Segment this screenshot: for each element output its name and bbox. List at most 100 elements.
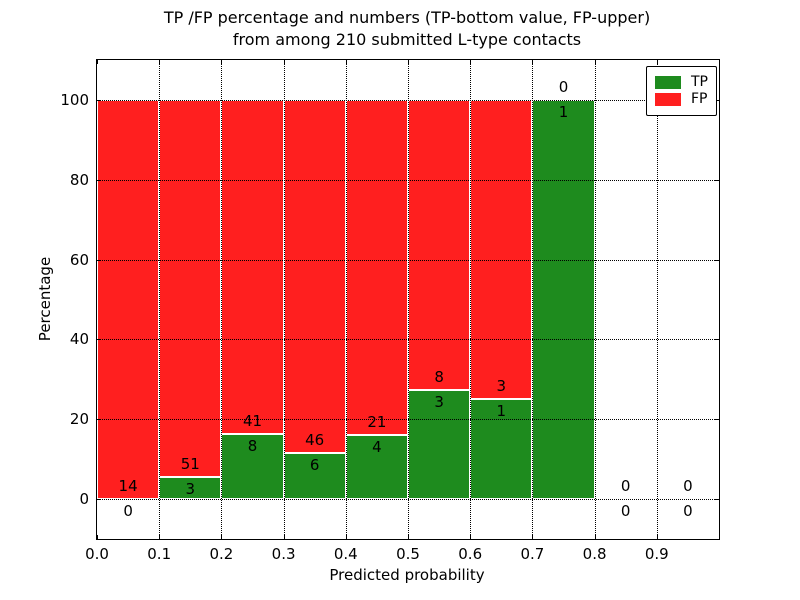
tp-legend-swatch <box>655 76 681 89</box>
y-tick-mark <box>715 419 719 421</box>
y-tick-mark <box>97 179 101 181</box>
tp-count-label: 6 <box>309 456 320 475</box>
x-tick-mark <box>283 535 285 539</box>
y-tick-mark <box>97 499 101 501</box>
x-gridline <box>594 60 596 539</box>
y-tick-label: 80 <box>69 170 89 189</box>
fp-bar <box>470 99 533 400</box>
x-gridline <box>470 60 472 539</box>
fp-count-label: 0 <box>620 477 631 496</box>
x-tick-label: 0.9 <box>644 545 669 563</box>
x-tick-mark <box>97 60 98 64</box>
y-tick-mark <box>97 419 101 421</box>
fp-count-label: 21 <box>367 413 387 432</box>
y-tick-mark <box>97 339 101 341</box>
x-tick-mark <box>594 60 596 64</box>
x-tick-mark <box>345 535 347 539</box>
fp-legend-swatch <box>655 93 681 106</box>
x-tick-mark <box>159 535 161 539</box>
x-tick-label: 0.1 <box>147 545 172 563</box>
x-tick-mark <box>408 60 409 64</box>
fp-count-label: 46 <box>305 431 325 450</box>
fp-bar <box>159 99 222 477</box>
fp-bar <box>283 99 346 454</box>
y-tick-label: 40 <box>69 330 89 349</box>
legend-item-tp: TP <box>655 75 708 90</box>
x-tick-label: 0.3 <box>271 545 296 563</box>
x-tick-label: 0.6 <box>458 545 483 563</box>
x-tick-mark <box>594 535 596 539</box>
x-tick-label: 0.7 <box>520 545 545 563</box>
chart-title-line1: TP /FP percentage and numbers (TP-bottom… <box>163 8 651 27</box>
tp-legend-label: TP <box>691 74 708 90</box>
fp-count-label: 8 <box>434 368 444 387</box>
y-tick-mark <box>715 339 719 341</box>
x-tick-label: 0.8 <box>582 545 607 563</box>
fp-bar <box>221 99 284 434</box>
fp-bar <box>408 99 471 391</box>
y-axis-label: Percentage <box>36 256 54 342</box>
x-tick-mark <box>470 60 472 64</box>
x-gridline <box>656 60 658 539</box>
tp-bar <box>221 433 284 500</box>
x-gridline <box>221 60 223 539</box>
y-tick-mark <box>715 99 719 101</box>
x-tick-mark <box>221 535 223 539</box>
x-tick-mark <box>97 535 98 539</box>
tp-count-label: 0 <box>123 502 133 521</box>
x-tick-label: 0.2 <box>209 545 234 563</box>
plot-area: TP FP 14 0 51 3 41 8 46 6 21 4 8 3 3 1 0 1 0 0 0 0 0.0 0.1 0.2… <box>60 59 720 563</box>
x-tick-mark <box>656 60 658 64</box>
tp-bar <box>345 435 408 500</box>
y-tick-mark <box>97 99 101 101</box>
x-gridline <box>408 60 409 539</box>
x-gridline <box>532 60 534 539</box>
fp-count-label: 3 <box>496 377 507 396</box>
y-tick-mark <box>715 499 719 501</box>
fp-legend-label: FP <box>691 91 708 107</box>
x-tick-mark <box>221 60 223 64</box>
x-tick-label: 0.5 <box>396 545 420 563</box>
x-tick-label: 0.4 <box>333 545 358 563</box>
tp-count-label: 3 <box>434 393 444 412</box>
y-tick-label: 60 <box>69 250 89 269</box>
tp-count-label: 4 <box>372 438 382 457</box>
tp-bar <box>532 99 595 500</box>
x-tick-mark <box>470 535 472 539</box>
tp-bar <box>283 453 346 500</box>
legend: TP FP <box>646 66 717 116</box>
fp-bar <box>97 99 160 500</box>
y-tick-mark <box>715 179 719 181</box>
chart-title-line2: from among 210 submitted L-type contacts <box>232 30 582 49</box>
tp-count-label: 1 <box>558 102 569 121</box>
chart-title: TP /FP percentage and numbers (TP-bottom… <box>96 7 718 51</box>
x-gridline <box>345 60 347 539</box>
fp-count-label: 0 <box>558 77 569 96</box>
tp-count-label: 0 <box>683 502 693 521</box>
tp-count-label: 8 <box>247 436 258 455</box>
y-tick-mark <box>715 259 719 261</box>
fp-count-label: 51 <box>180 454 200 473</box>
x-tick-mark <box>532 60 534 64</box>
tp-count-label: 0 <box>620 502 631 521</box>
x-gridline <box>283 60 285 539</box>
y-tick-label: 100 <box>60 90 89 109</box>
x-tick-mark <box>159 60 161 64</box>
x-tick-mark <box>532 535 534 539</box>
tp-count-label: 1 <box>496 402 507 421</box>
x-tick-mark <box>283 60 285 64</box>
fp-count-label: 14 <box>118 477 138 496</box>
y-tick-label: 20 <box>69 410 89 429</box>
fp-bar <box>345 99 408 436</box>
x-gridline <box>159 60 161 539</box>
fp-count-label: 0 <box>683 477 693 496</box>
x-tick-mark <box>408 535 409 539</box>
y-tick-label: 0 <box>79 490 89 509</box>
x-tick-mark <box>345 60 347 64</box>
fp-count-label: 41 <box>242 411 263 430</box>
x-tick-mark <box>656 535 658 539</box>
x-axis-label: Predicted probability <box>329 566 485 584</box>
x-tick-label: 0.0 <box>85 545 109 563</box>
tp-count-label: 3 <box>185 479 196 498</box>
